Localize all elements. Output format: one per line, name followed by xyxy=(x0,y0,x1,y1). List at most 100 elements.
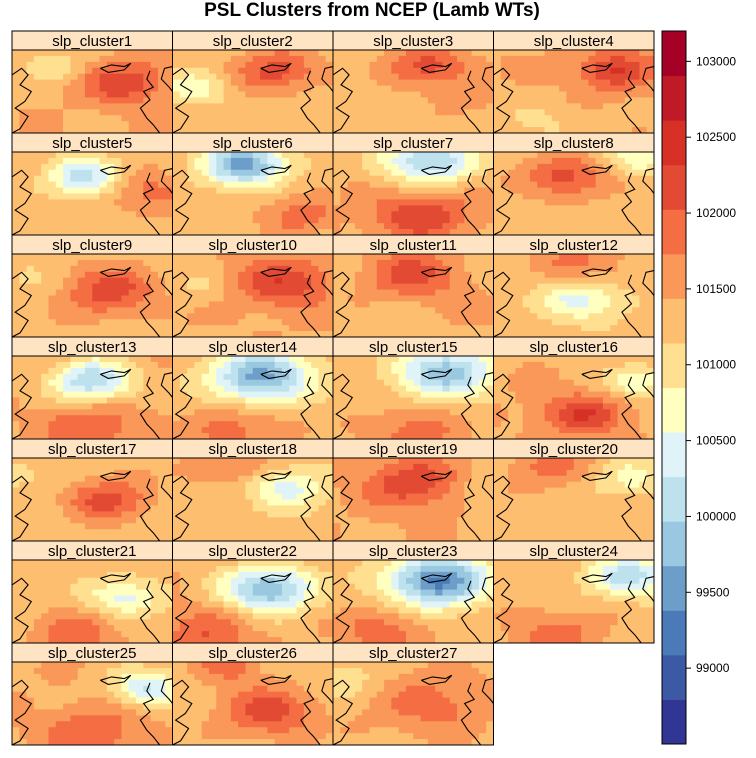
heatmap-cell xyxy=(369,211,378,218)
heatmap-cell xyxy=(84,433,93,440)
heatmap-cell xyxy=(362,356,370,363)
heatmap-cell xyxy=(289,259,297,267)
heatmap-cell xyxy=(245,109,254,116)
heatmap-cell xyxy=(303,229,312,236)
heatmap-cell xyxy=(420,254,429,261)
heatmap-cell xyxy=(639,121,648,128)
heatmap-cell xyxy=(63,379,71,387)
heatmap-cell xyxy=(522,109,531,116)
heatmap-cell xyxy=(281,361,290,369)
heatmap-cell xyxy=(157,121,166,128)
coastline xyxy=(642,270,655,296)
heatmap-cell xyxy=(172,373,181,381)
coastline xyxy=(332,271,354,338)
heatmap-cell xyxy=(150,361,159,369)
heatmap-cell xyxy=(194,61,203,69)
heatmap-cell xyxy=(420,109,429,116)
heatmap-cell xyxy=(333,319,341,326)
heatmap-cell xyxy=(427,433,436,440)
heatmap-cell xyxy=(143,109,152,116)
heatmap-cell xyxy=(325,367,334,375)
heatmap-cell xyxy=(551,356,560,363)
heatmap-cell xyxy=(194,55,203,63)
heatmap-cell xyxy=(128,163,137,171)
heatmap-cell xyxy=(12,367,20,375)
heatmap-cell xyxy=(281,301,290,308)
heatmap-cell xyxy=(559,223,567,230)
heatmap-cell xyxy=(595,187,604,194)
heatmap-cell xyxy=(493,301,502,308)
heatmap-cell xyxy=(427,289,436,296)
heatmap-cell xyxy=(529,259,538,267)
heatmap-cell xyxy=(41,127,49,134)
heatmap-cell xyxy=(369,385,378,392)
heatmap-cell xyxy=(559,97,567,104)
heatmap-cell xyxy=(128,361,137,369)
heatmap-cell xyxy=(624,103,633,110)
heatmap-cell xyxy=(303,121,312,128)
heatmap-cell xyxy=(493,289,502,296)
heatmap-cell xyxy=(333,409,341,416)
heatmap-cell xyxy=(529,115,538,122)
heatmap-cell xyxy=(12,259,20,267)
heatmap-cell xyxy=(48,265,57,273)
heatmap-cell xyxy=(398,115,407,122)
heatmap-cell xyxy=(551,187,560,194)
heatmap-cell xyxy=(92,325,100,332)
heatmap-cell xyxy=(369,229,378,236)
heatmap-cell xyxy=(172,415,181,422)
heatmap-cell xyxy=(573,211,582,218)
heatmap-cell xyxy=(274,85,283,92)
heatmap-cell xyxy=(471,271,480,279)
heatmap-cell xyxy=(333,385,341,392)
heatmap-cell xyxy=(99,271,108,279)
heatmap-cell xyxy=(92,121,100,128)
heatmap-cell xyxy=(187,313,195,320)
heatmap-cell xyxy=(464,415,473,422)
coastline xyxy=(300,70,321,134)
heatmap-cell xyxy=(384,223,392,230)
heatmap-cell xyxy=(12,169,20,177)
heatmap-cell xyxy=(187,73,195,81)
heatmap-cell xyxy=(311,271,319,279)
heatmap-cell xyxy=(391,265,400,273)
heatmap-cell xyxy=(165,55,173,63)
heatmap-cell xyxy=(26,427,35,434)
heatmap-cell xyxy=(632,331,640,338)
heatmap-cell xyxy=(340,283,348,290)
heatmap-cell xyxy=(77,175,86,183)
heatmap-cell xyxy=(143,356,152,363)
heatmap-cell xyxy=(150,67,159,75)
heatmap-cell xyxy=(41,301,49,308)
heatmap-cell xyxy=(398,163,407,171)
heatmap-cell xyxy=(347,229,356,236)
heatmap-cell xyxy=(128,97,137,104)
heatmap-cell xyxy=(457,409,465,416)
heatmap-cell xyxy=(347,121,356,128)
heatmap-cell xyxy=(230,307,239,314)
heatmap-cell xyxy=(449,254,458,261)
heatmap-cell xyxy=(617,283,626,290)
heatmap-cell xyxy=(559,157,567,165)
heatmap-cell xyxy=(325,271,334,279)
heatmap-cell xyxy=(515,295,524,302)
heatmap-cell xyxy=(362,397,370,404)
heatmap-cell xyxy=(384,283,392,290)
heatmap-cell xyxy=(442,254,451,261)
heatmap-cell xyxy=(128,325,137,332)
heatmap-cell xyxy=(639,163,648,171)
heatmap-cell xyxy=(442,325,451,332)
heatmap-cell xyxy=(515,391,524,398)
heatmap-cell xyxy=(398,193,407,200)
heatmap-cell xyxy=(121,181,130,188)
heatmap-cell xyxy=(602,331,611,338)
heatmap-cell xyxy=(537,193,545,200)
heatmap-cell xyxy=(588,187,597,194)
heatmap-cell xyxy=(48,283,57,290)
heatmap-cell xyxy=(551,103,560,110)
heatmap-cell xyxy=(77,379,86,387)
heatmap-cell xyxy=(165,373,173,381)
heatmap-cell xyxy=(493,271,502,279)
heatmap-cell xyxy=(26,109,35,116)
heatmap-cell xyxy=(632,85,640,92)
